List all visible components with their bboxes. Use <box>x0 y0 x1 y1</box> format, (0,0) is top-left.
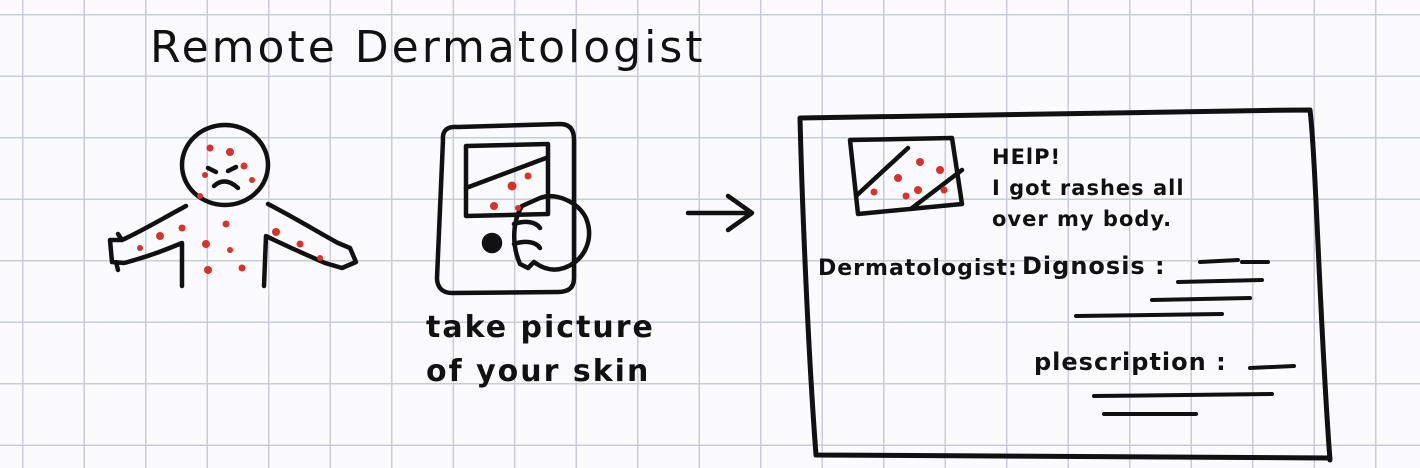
message-line-3: over my body. <box>992 207 1173 231</box>
caption-line-1: take picture <box>426 310 655 345</box>
phone-button <box>481 232 503 254</box>
diagnosis-label: Dignosis : <box>1022 252 1166 280</box>
phone-screen-hatch <box>463 155 549 191</box>
person-hand-left <box>113 231 125 273</box>
phone-screen <box>463 141 551 219</box>
person-frown <box>211 179 241 191</box>
sketch-title: Remote Dermatologist <box>150 22 706 73</box>
message-line-1: HElP! <box>992 145 1062 169</box>
app-screen-frame <box>797 107 1333 463</box>
person-head <box>179 122 271 208</box>
arrow-icon <box>685 193 755 233</box>
uploaded-photo-icon <box>847 135 965 217</box>
rash-dots <box>137 144 948 274</box>
person-eyebrows <box>205 164 239 175</box>
prescription-blanks <box>1092 364 1296 416</box>
caption-line-2: of your skin <box>426 354 651 389</box>
phone-body <box>434 121 577 296</box>
patient-message: HElP! I got rashes all over my body. <box>992 142 1185 235</box>
person-body-arms <box>107 201 359 289</box>
message-line-2: I got rashes all <box>992 176 1185 200</box>
sick-person-figure <box>107 122 359 289</box>
holding-hand <box>511 194 592 272</box>
dermatologist-label: Dermatologist: <box>818 256 1018 281</box>
phone-sketch <box>434 121 592 296</box>
step2-caption: take picture of your skin <box>426 306 655 394</box>
diagnosis-blanks <box>1074 258 1270 318</box>
prescription-label: plescription : <box>1034 348 1227 376</box>
